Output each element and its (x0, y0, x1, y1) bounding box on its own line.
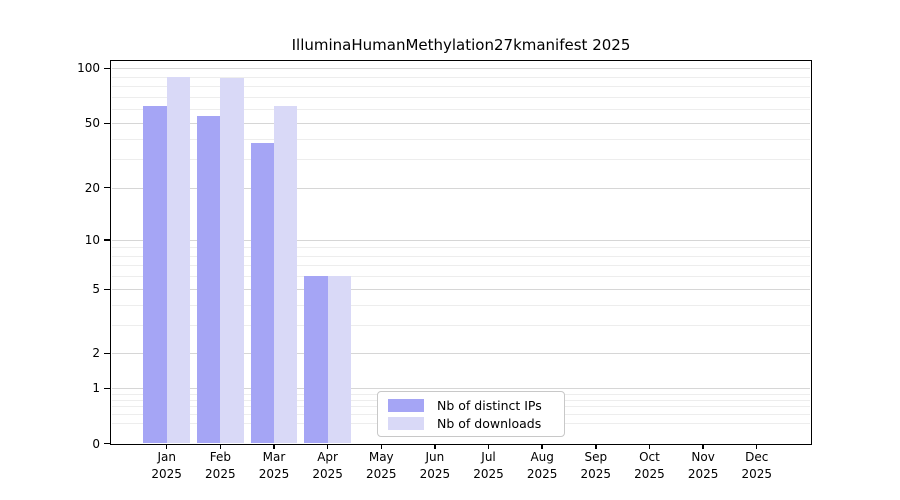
bar-downloads-apr (327, 276, 351, 444)
gridline-major-1 (112, 388, 810, 390)
x-tick-apr (326, 444, 329, 449)
gridline-minor-30 (112, 159, 810, 161)
bar-distinct-ips-apr (304, 276, 328, 444)
gridline-minor-7 (112, 265, 810, 267)
y-tick-100 (104, 67, 110, 70)
gridline-major-10 (112, 240, 810, 241)
x-tick-label-oct: Oct 2025 (634, 450, 665, 481)
x-tick-aug (541, 444, 543, 449)
y-tick-label-100: 100 (77, 61, 100, 76)
chart-title: IlluminaHumanMethylation27kmanifest 2025 (291, 36, 631, 54)
gridline-minor-90 (112, 76, 810, 78)
bar-distinct-ips-jan (143, 106, 167, 444)
legend-item-downloads: Nb of downloads (388, 416, 554, 431)
bar-downloads-mar (273, 106, 298, 444)
gridline-minor-6 (112, 276, 810, 278)
gridline-major-2 (112, 353, 810, 355)
gridline-minor-80 (112, 86, 810, 87)
y-tick-1 (104, 387, 110, 390)
x-tick-feb (219, 444, 222, 449)
x-tick-label-mar: Mar 2025 (258, 450, 290, 481)
gridline-minor-70 (112, 96, 810, 98)
x-tick-label-aug: Aug 2025 (526, 450, 558, 481)
x-tick-dec (755, 444, 758, 449)
y-tick-label-0: 0 (92, 436, 100, 451)
bar-downloads-feb (220, 77, 244, 444)
legend-label-downloads: Nb of downloads (437, 415, 542, 431)
plot-area (110, 60, 812, 445)
x-tick-jun (434, 444, 436, 449)
gridline-major-100 (112, 68, 810, 70)
y-tick-label-50: 50 (84, 116, 100, 131)
y-tick-label-2: 2 (92, 346, 100, 361)
x-tick-jan (165, 444, 168, 449)
gridline-major-20 (112, 187, 810, 189)
gridline-minor-8 (112, 255, 810, 257)
x-tick-sep (595, 444, 597, 449)
gridline-major-5 (112, 289, 810, 291)
y-tick-0 (104, 442, 110, 445)
bar-downloads-jan (166, 76, 191, 444)
legend: Nb of distinct IPs Nb of downloads (377, 391, 565, 437)
y-tick-label-5: 5 (92, 282, 100, 297)
x-tick-label-nov: Nov 2025 (687, 450, 719, 481)
x-tick-nov (702, 444, 704, 449)
x-tick-mar (273, 444, 275, 449)
bar-distinct-ips-mar (250, 142, 274, 444)
y-tick-label-10: 10 (84, 233, 100, 247)
legend-swatch-distinct-ips (388, 398, 424, 412)
x-tick-jul (487, 444, 490, 449)
bar-distinct-ips-feb (196, 115, 221, 444)
y-tick-5 (104, 288, 110, 291)
x-tick-label-sep: Sep 2025 (580, 450, 612, 481)
x-tick-may (380, 444, 382, 449)
gridline-minor-3 (112, 324, 810, 326)
x-tick-label-jun: Jun 2025 (419, 450, 451, 481)
legend-swatch-downloads (388, 416, 424, 430)
x-tick-label-feb: Feb 2025 (205, 450, 236, 481)
gridline-major-50 (112, 123, 810, 125)
x-tick-oct (648, 444, 651, 449)
x-tick-label-jan: Jan 2025 (151, 450, 182, 481)
gridline-minor-60 (112, 108, 810, 110)
y-tick-label-1: 1 (92, 381, 100, 396)
legend-item-distinct-ips: Nb of distinct IPs (388, 398, 554, 413)
x-tick-label-apr: Apr 2025 (312, 450, 343, 481)
gridline-minor-9 (112, 247, 810, 249)
x-tick-label-dec: Dec 2025 (741, 450, 772, 481)
legend-label-distinct-ips: Nb of distinct IPs (437, 397, 542, 413)
gridline-minor-4 (112, 304, 810, 306)
y-tick-20 (104, 186, 110, 189)
y-tick-label-20: 20 (84, 180, 100, 195)
y-tick-2 (104, 352, 110, 355)
x-tick-label-may: May 2025 (365, 450, 397, 481)
x-tick-label-jul: Jul 2025 (473, 450, 504, 481)
y-tick-10 (104, 239, 110, 241)
y-tick-50 (104, 122, 110, 125)
gridline-minor-40 (112, 138, 810, 140)
